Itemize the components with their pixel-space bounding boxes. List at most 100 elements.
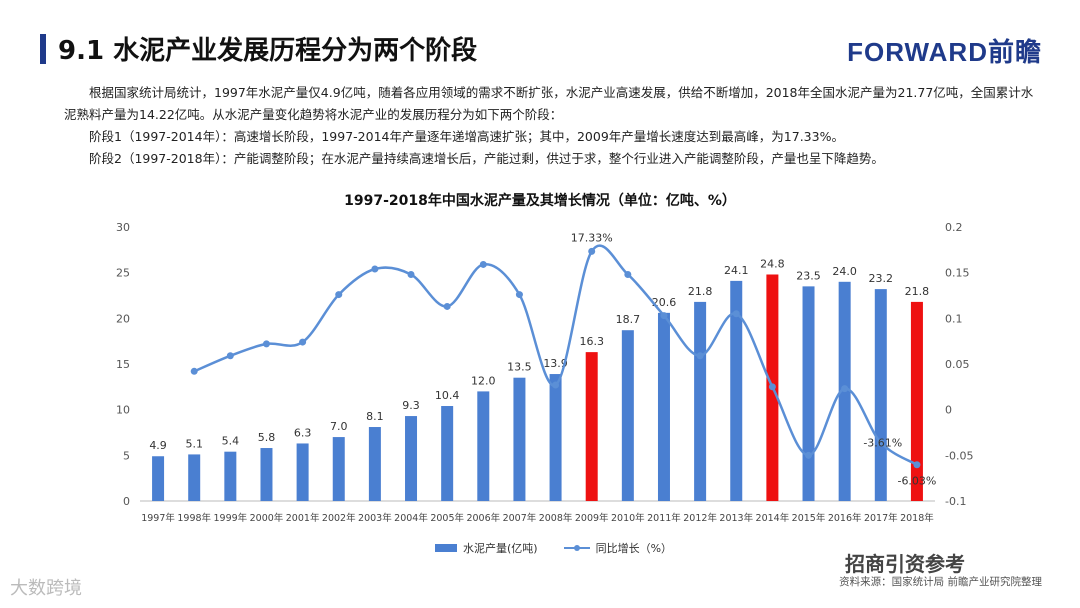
bar-production	[910, 301, 923, 501]
bar-production	[694, 301, 707, 501]
bar-value-label: 21.8	[905, 285, 930, 298]
growth-point	[335, 291, 343, 299]
bar-production	[802, 286, 815, 501]
bar-value-label: 4.9	[149, 439, 167, 452]
bar-production	[152, 456, 165, 501]
y-left-tick-label: 20	[116, 312, 130, 325]
x-tick-label: 1997年	[141, 512, 175, 524]
x-tick-label: 2018年	[900, 512, 934, 524]
y-right-tick-label: 0.2	[945, 221, 963, 234]
growth-point	[877, 439, 885, 447]
title-accent-bar	[40, 34, 46, 64]
y-right-tick-label: 0.1	[945, 312, 963, 325]
bar-production	[260, 448, 273, 501]
x-tick-label: 2009年	[575, 512, 609, 524]
growth-point	[262, 340, 270, 348]
x-tick-label: 1998年	[177, 512, 211, 524]
x-tick-label: 2002年	[322, 512, 356, 524]
growth-point	[841, 385, 849, 393]
x-tick-label: 2014年	[756, 512, 790, 524]
bar-value-label: 23.5	[796, 269, 821, 282]
intro-text: 根据国家统计局统计，1997年水泥产量仅4.9亿吨，随着各应用领域的需求不断扩张…	[64, 82, 1044, 170]
bar-production	[477, 391, 490, 501]
bar-production	[224, 451, 237, 501]
y-left-tick-label: 30	[116, 221, 130, 234]
bar-value-label: 13.9	[543, 357, 568, 370]
bar-production	[332, 437, 345, 501]
bar-production	[874, 289, 887, 501]
growth-point	[624, 270, 632, 278]
page-title: 9.1 水泥产业发展历程分为两个阶段	[58, 36, 478, 66]
x-tick-label: 2015年	[792, 512, 826, 524]
y-left-tick-label: 5	[123, 449, 130, 462]
bar-production	[730, 280, 743, 501]
bar-value-label: 13.5	[507, 361, 532, 374]
growth-point	[407, 270, 415, 278]
bar-value-label: 5.4	[222, 435, 240, 448]
brand-logo: FORWARD前瞻	[847, 37, 1042, 67]
x-tick-label: 2003年	[358, 512, 392, 524]
bar-value-label: 20.6	[652, 296, 677, 309]
growth-point	[371, 265, 379, 273]
legend-item-growth: 同比增长（%）	[563, 540, 673, 556]
bar-value-label: 23.2	[869, 272, 894, 285]
bar-value-label: 8.1	[366, 410, 384, 423]
x-tick-label: 2004年	[394, 512, 428, 524]
intro-paragraph: 根据国家统计局统计，1997年水泥产量仅4.9亿吨，随着各应用领域的需求不断扩张…	[64, 85, 1034, 122]
growth-point	[660, 312, 668, 320]
growth-point	[226, 352, 234, 360]
y-right-tick-label: 0	[945, 404, 952, 417]
bar-value-label: 10.4	[435, 389, 460, 402]
legend-line-swatch	[563, 544, 590, 552]
bar-value-label: 21.8	[688, 285, 713, 298]
x-tick-label: 2012年	[683, 512, 717, 524]
bar-production	[513, 377, 526, 501]
y-left-tick-label: 10	[116, 404, 130, 417]
bar-value-label: 5.1	[185, 437, 203, 450]
y-right-tick-label: -0.1	[945, 495, 966, 508]
y-left-tick-label: 0	[123, 495, 130, 508]
bar-value-label: 6.3	[294, 426, 312, 439]
growth-point	[732, 310, 740, 318]
x-tick-label: 2013年	[719, 512, 753, 524]
bar-value-label: 5.8	[258, 431, 276, 444]
x-tick-label: 1999年	[213, 512, 247, 524]
stage-2-text: 阶段2（1997-2018年）：产能调整阶段；在水泥产量持续高速增长后，产能过剩…	[89, 151, 884, 166]
bar-value-label: 12.0	[471, 374, 496, 387]
bar-production	[585, 352, 598, 501]
bar-production	[441, 406, 454, 501]
bar-production	[549, 374, 562, 501]
source-note: 资料来源：国家统计局 前瞻产业研究院整理	[839, 576, 1042, 588]
growth-data-label: -3.61%	[863, 437, 902, 450]
y-right-tick-label: 0.05	[945, 358, 970, 371]
y-left-tick-label: 25	[116, 267, 130, 280]
bar-value-label: 16.3	[579, 335, 604, 348]
growth-point	[479, 260, 487, 268]
growth-point	[299, 338, 307, 346]
bar-production	[188, 454, 201, 501]
growth-point	[588, 247, 596, 255]
y-left-tick-label: 15	[116, 358, 130, 371]
growth-point	[696, 352, 704, 360]
legend-bar-swatch	[435, 544, 457, 552]
x-tick-label: 2001年	[286, 512, 320, 524]
growth-data-label: 17.33%	[571, 231, 613, 244]
y-right-tick-label: 0.15	[945, 267, 970, 280]
growth-point	[190, 367, 198, 375]
x-tick-label: 2007年	[503, 512, 537, 524]
bar-production	[405, 416, 418, 501]
bar-value-label: 18.7	[616, 313, 641, 326]
bar-value-label: 9.3	[402, 399, 420, 412]
growth-line	[193, 244, 918, 466]
stage-1-text: 阶段1（1997-2014年）：高速增长阶段，1997-2014年产量逐年递增高…	[89, 129, 844, 144]
legend-item-production: 水泥产量(亿吨)	[435, 540, 538, 556]
chart-legend: 水泥产量(亿吨) 同比增长（%）	[435, 540, 672, 556]
x-tick-label: 2008年	[539, 512, 573, 524]
x-tick-label: 2010年	[611, 512, 645, 524]
legend-label-growth: 同比增长（%）	[595, 542, 673, 555]
legend-label-production: 水泥产量(亿吨)	[463, 542, 538, 555]
x-tick-label: 2005年	[430, 512, 464, 524]
x-tick-label: 2017年	[864, 512, 898, 524]
x-tick-label: 2011年	[647, 512, 681, 524]
